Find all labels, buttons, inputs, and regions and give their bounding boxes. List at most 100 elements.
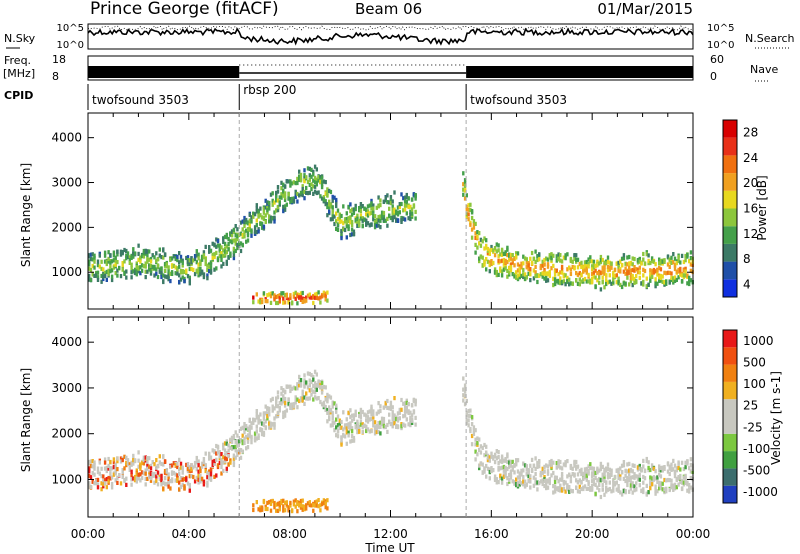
power-cell [636,267,640,272]
velocity-cell [590,484,594,489]
power-cell [481,263,484,268]
velocity-cell [292,385,296,390]
power-cell [109,269,112,274]
velocity-cell [186,481,190,486]
power-cell [564,256,567,261]
power-cell [135,261,138,266]
power-cell [478,259,481,264]
velocity-cell [403,401,407,406]
velocity-cell [176,461,179,466]
power-cell [179,268,183,273]
power-cell [649,275,652,280]
power-cell [403,217,407,222]
velocity-cell [264,419,267,424]
power-cell [91,272,94,277]
power-cell [620,263,624,268]
velocity-cell [606,487,610,492]
power-cell [335,219,338,224]
velocity-cell [622,489,626,494]
velocity-cell [502,468,506,473]
velocity-cell [619,466,622,471]
power-cell [246,238,250,243]
power-cell [534,264,537,269]
velocity-cell [673,482,677,487]
velocity-cell [686,488,689,493]
power-cell [545,271,548,276]
velocity-cell [338,422,341,427]
velocity-cell [287,505,290,510]
power-cell [296,191,299,197]
power-cell [580,264,583,269]
power-cell [497,248,500,253]
velocity-cell [414,402,417,407]
power-cell [650,274,654,279]
power-cell [506,259,509,265]
power-cell [132,254,135,259]
power-cell [181,263,184,268]
power-cell [220,251,223,256]
power-cell [146,253,149,258]
velocity-cell [137,472,140,477]
power-colorbar-tick-label: 8 [743,252,751,266]
power-cell [290,301,294,306]
power-cell [340,213,343,219]
velocity-cell [338,425,341,430]
power-cell [248,227,251,232]
power-cell [398,210,401,215]
velocity-cell [389,400,393,405]
power-cell [555,268,558,273]
power-cell [414,216,417,221]
velocity-cell [601,487,604,492]
power-cell [352,207,356,212]
power-cell [462,182,465,187]
velocity-cell [257,415,260,420]
velocity-cell [273,421,276,426]
power-cell [110,277,114,283]
velocity-cell [185,462,188,467]
power-cell [393,209,396,214]
velocity-cell [255,424,258,429]
power-cell [220,254,223,259]
power-cell [478,256,481,261]
power-cell [559,270,562,275]
velocity-cell [377,429,380,434]
velocity-cell [204,451,207,456]
nave-label: Nave [750,63,778,76]
power-cell [195,268,198,273]
velocity-cell [282,508,285,513]
velocity-cell [312,389,315,394]
power-cell [319,194,322,199]
velocity-cell [100,466,103,471]
velocity-cell [518,482,521,487]
velocity-cell [306,501,310,506]
velocity-cell [488,467,491,472]
power-cell [156,263,160,268]
power-cell [380,215,384,221]
power-cell [119,252,123,257]
velocity-cell [499,459,502,464]
velocity-cell [361,429,364,434]
power-cell [144,261,147,266]
velocity-cell [222,468,225,473]
power-cell [315,177,318,182]
velocity-cell [241,439,244,444]
power-cell [589,259,592,264]
power-cell [179,254,183,259]
power-cell [144,264,147,269]
velocity-cell [582,485,585,490]
power-cell [467,207,470,212]
power-cell [384,218,387,223]
velocity-cell [673,486,677,491]
power-cell [670,275,673,280]
power-cell [132,269,135,274]
power-cell [629,261,633,266]
power-cell [629,276,633,281]
power-cell [626,255,629,260]
power-cell [589,280,592,285]
velocity-cell [329,395,333,400]
velocity-cell [132,461,135,466]
velocity-cell [513,463,516,468]
velocity-cell [479,450,483,455]
power-cell [301,184,304,189]
power-cell [204,256,207,261]
